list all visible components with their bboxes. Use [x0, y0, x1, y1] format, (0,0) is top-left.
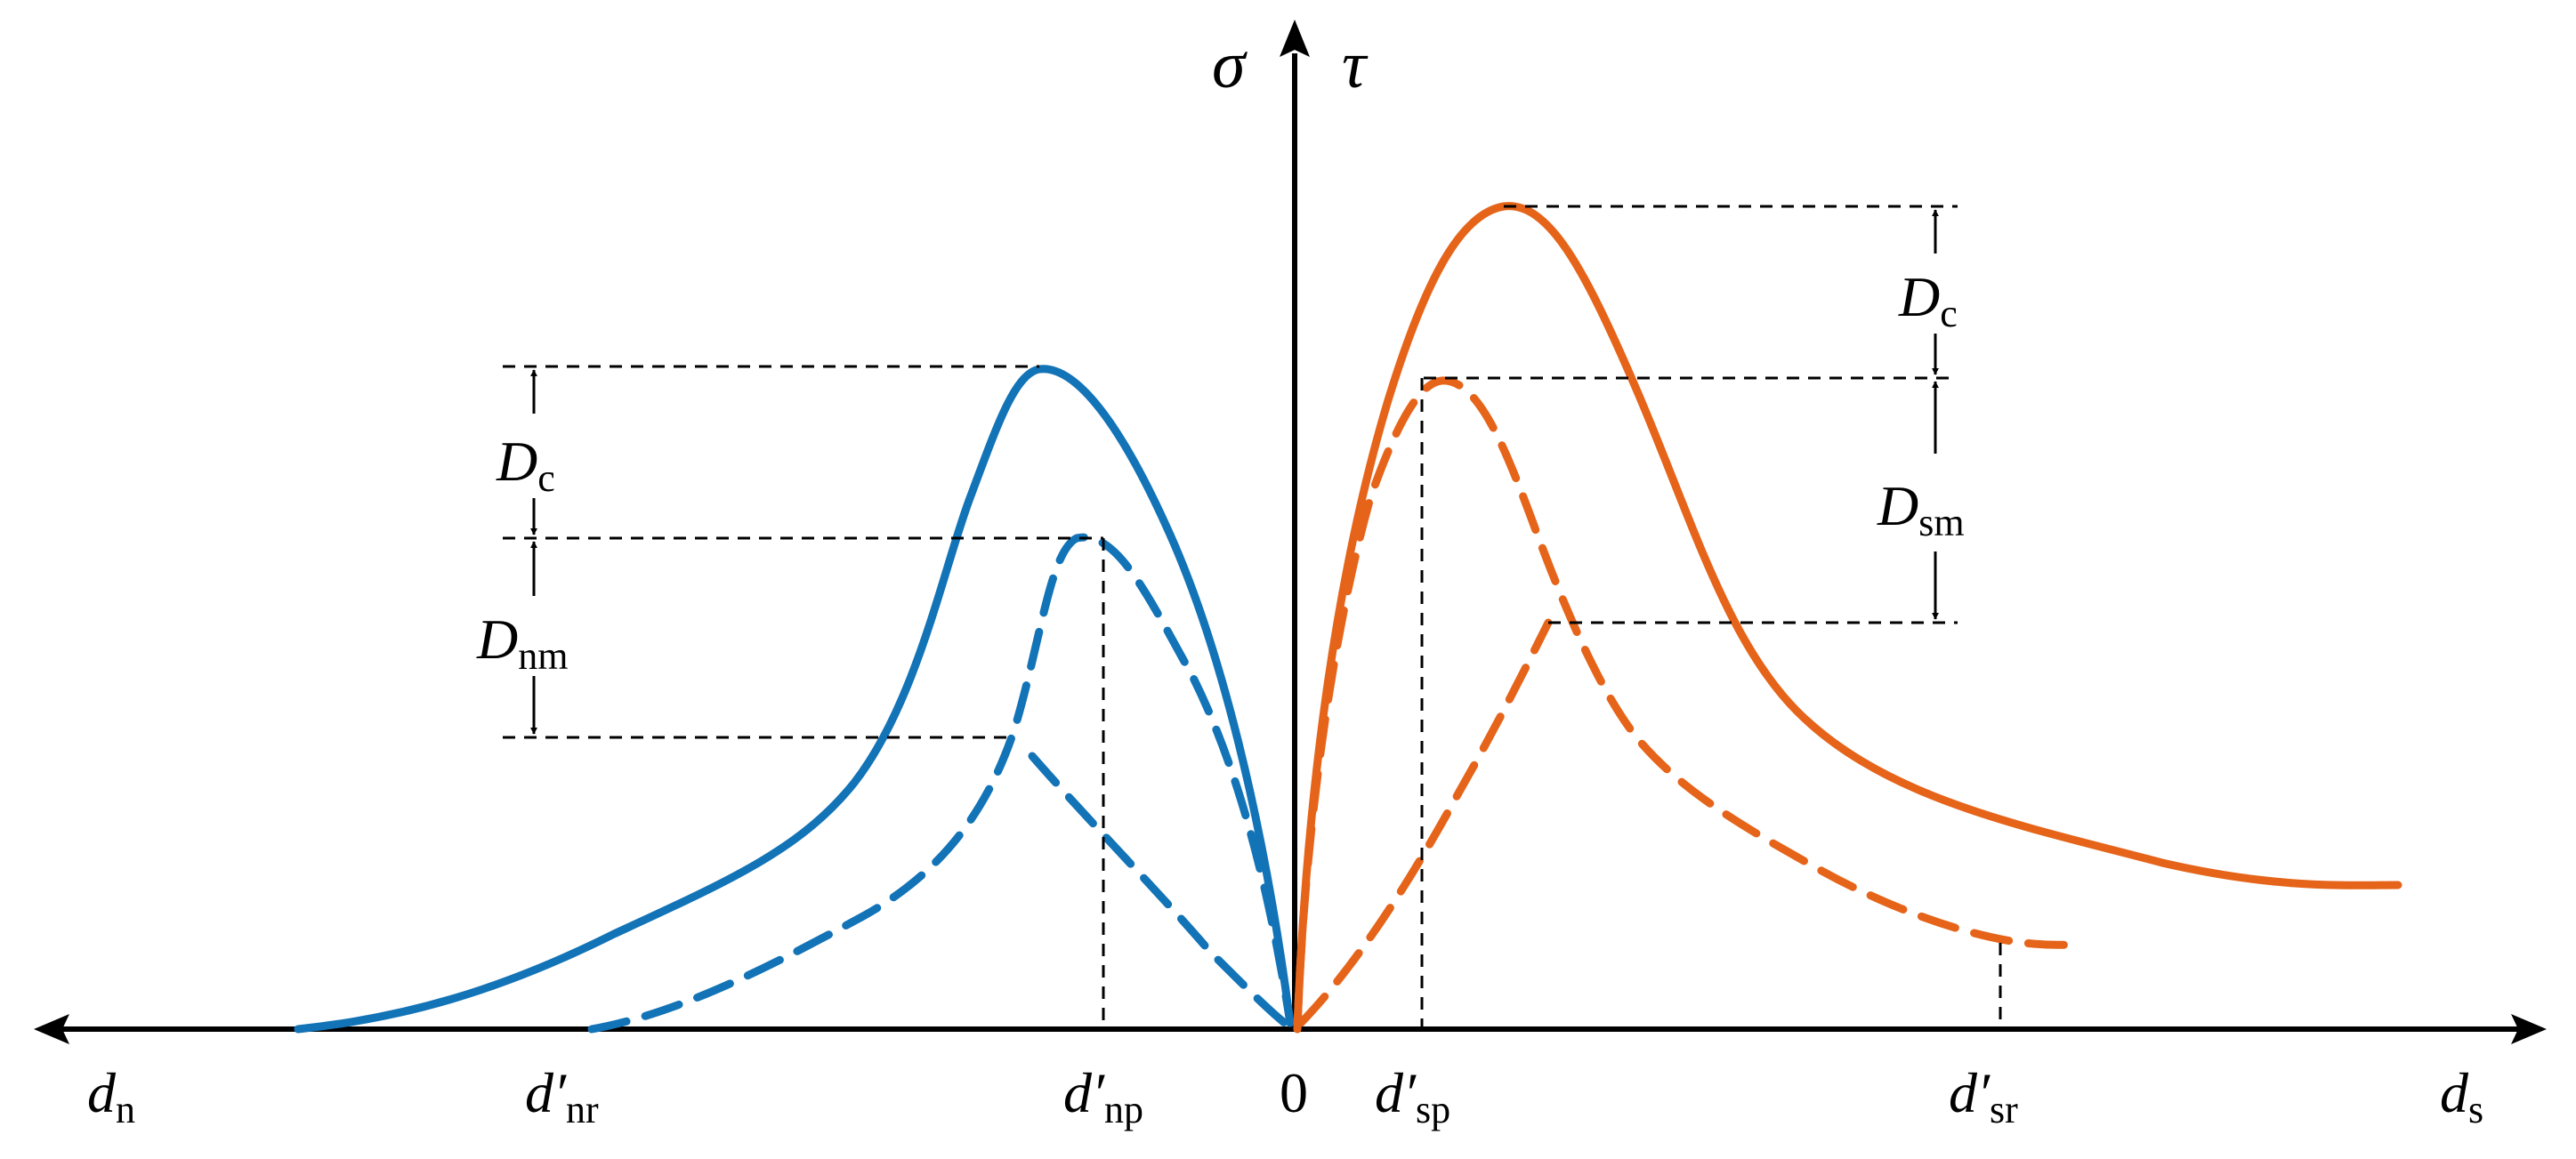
normal-unloading-line	[1028, 752, 1295, 1032]
ds-label: ds	[2440, 1061, 2483, 1131]
d-nr-label: d′nr	[525, 1061, 599, 1131]
right-dsm-label: Dsm	[1877, 474, 1965, 544]
reference-lines	[503, 205, 2002, 1029]
tau-label: τ	[1342, 28, 1369, 102]
d-np-label: d′np	[1063, 1061, 1143, 1131]
axis-labels: σ τ dn ds 0	[87, 28, 2483, 1131]
shear-residual-curve	[1293, 376, 2078, 1034]
normal-residual-curve	[587, 533, 1295, 1034]
shear-peak-curve	[1293, 202, 2402, 1034]
normal-curves	[294, 365, 1295, 1034]
shear-curves	[1293, 202, 2402, 1034]
right-dc-label: Dc	[1898, 265, 1958, 335]
d-sp-label: d′sp	[1375, 1061, 1450, 1131]
dimension-arrows	[530, 209, 1939, 735]
x-axis-arrow-left	[34, 1014, 69, 1044]
origin-label: 0	[1280, 1061, 1308, 1124]
normal-peak-curve	[294, 365, 1295, 1034]
left-dnm-label: Dnm	[476, 608, 568, 678]
axes	[34, 20, 2547, 1044]
dimension-labels: Dc Dnm Dc Dsm	[476, 265, 1965, 678]
left-dc-label: Dc	[496, 430, 555, 500]
d-sr-label: d′sr	[1949, 1061, 2018, 1131]
dn-label: dn	[87, 1061, 135, 1131]
y-axis-arrow	[1280, 20, 1310, 57]
sigma-label: σ	[1212, 28, 1248, 102]
x-axis-arrow-right	[2511, 1014, 2547, 1044]
tick-labels: d′nr d′np d′sp d′sr	[525, 1061, 2018, 1131]
shear-unloading-line	[1296, 618, 1553, 1027]
